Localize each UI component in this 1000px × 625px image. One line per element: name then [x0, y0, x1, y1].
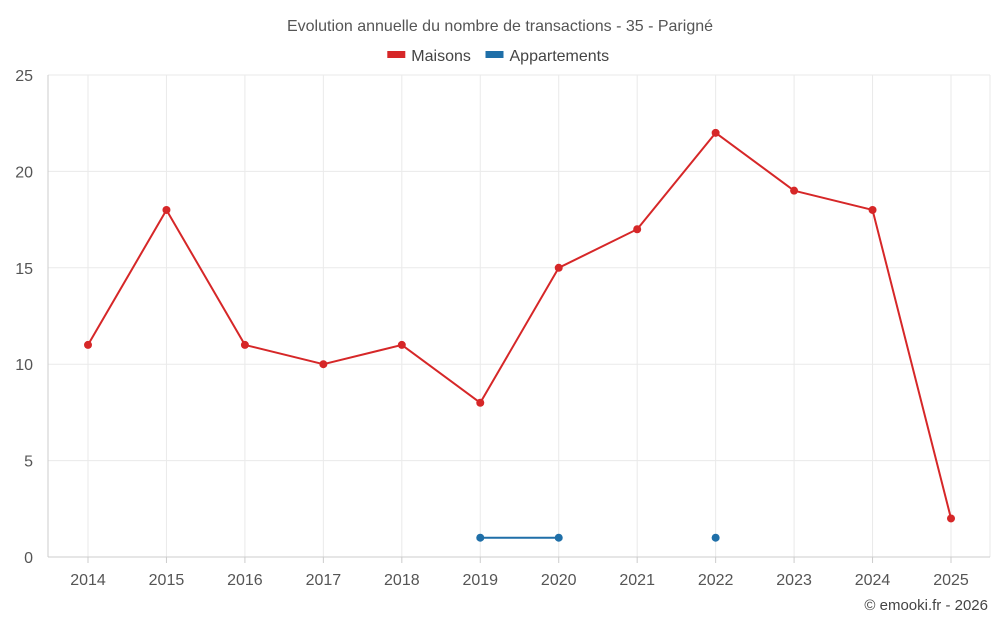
x-tick-label: 2017 — [306, 572, 342, 589]
x-tick-label: 2021 — [619, 572, 655, 589]
data-point[interactable] — [476, 533, 485, 542]
credit-label: © emooki.fr - 2026 — [864, 597, 988, 614]
legend-swatch — [387, 51, 406, 58]
y-axis-ticks: 0 5 10 15 20 25 — [15, 68, 33, 567]
y-tick-label: 25 — [15, 68, 33, 85]
y-tick-label: 0 — [24, 550, 33, 567]
data-point[interactable] — [633, 225, 642, 234]
data-point[interactable] — [711, 128, 720, 137]
x-tick-label: 2024 — [855, 572, 891, 589]
x-tick-label: 2018 — [384, 572, 420, 589]
data-point[interactable] — [554, 533, 563, 542]
y-tick-label: 15 — [15, 261, 33, 278]
data-point[interactable] — [554, 263, 563, 272]
series-appartements — [476, 533, 720, 542]
series-line — [87, 131, 952, 519]
legend-swatch — [485, 51, 504, 58]
chart-title: Evolution annuelle du nombre de transact… — [287, 18, 713, 35]
x-tick-label: 2020 — [541, 572, 577, 589]
data-point[interactable] — [711, 533, 720, 542]
x-tick-label: 2019 — [462, 572, 498, 589]
y-tick-label: 5 — [24, 454, 33, 471]
data-point[interactable] — [868, 205, 877, 214]
x-tick-label: 2022 — [698, 572, 734, 589]
legend-label: Maisons — [411, 48, 471, 65]
series-maisons — [84, 128, 955, 523]
x-tick-label: 2016 — [227, 572, 263, 589]
series-layer — [84, 128, 955, 542]
y-tick-label: 20 — [15, 164, 33, 181]
data-point[interactable] — [84, 340, 92, 349]
grid-lines — [48, 74, 991, 557]
axes — [47, 75, 990, 558]
x-tick-label: 2015 — [149, 572, 185, 589]
data-point[interactable] — [397, 340, 406, 349]
legend-item-maisons[interactable]: Maisons — [387, 48, 471, 65]
data-point[interactable] — [240, 340, 249, 349]
x-tick-label: 2014 — [70, 572, 106, 589]
data-point[interactable] — [947, 514, 955, 523]
x-axis-ticks: 2014 2015 2016 2017 2018 2019 2020 2021 2022 2023… — [70, 557, 969, 589]
x-tick-label: 2023 — [776, 572, 812, 589]
y-tick-label: 10 — [15, 357, 33, 374]
data-point[interactable] — [476, 398, 485, 407]
x-tick-label: 2025 — [933, 572, 969, 589]
legend-label: Appartements — [510, 48, 610, 65]
legend: Maisons Appartements — [387, 48, 609, 65]
data-point[interactable] — [162, 205, 171, 214]
legend-item-appartements[interactable]: Appartements — [485, 48, 610, 65]
data-point[interactable] — [790, 186, 799, 195]
data-point[interactable] — [319, 360, 328, 369]
